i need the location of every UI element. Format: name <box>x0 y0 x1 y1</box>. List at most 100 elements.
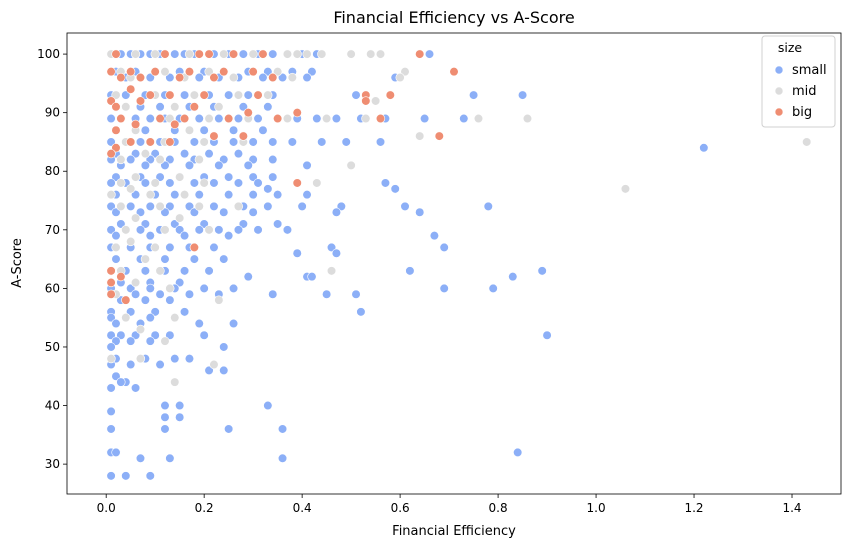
data-point-mid <box>116 201 126 211</box>
data-point-small <box>204 266 214 276</box>
data-point-small <box>106 383 116 393</box>
data-point-small <box>111 371 121 381</box>
data-point-small <box>194 190 204 200</box>
data-point-small <box>160 400 170 411</box>
data-point-big <box>106 96 116 106</box>
data-point-mid <box>130 49 141 59</box>
data-point-small <box>439 283 449 293</box>
data-point-small <box>130 149 141 159</box>
data-point-small <box>483 201 493 211</box>
data-point-small <box>135 207 146 217</box>
data-point-mid <box>130 172 141 182</box>
data-point-mid <box>155 266 165 276</box>
data-point-mid <box>199 178 209 188</box>
data-point-small <box>160 207 170 217</box>
data-point-big <box>145 90 155 100</box>
data-point-big <box>175 72 185 83</box>
data-point-mid <box>219 49 229 59</box>
data-point-small <box>424 49 435 59</box>
data-point-big <box>449 67 459 77</box>
data-point-big <box>126 84 136 94</box>
data-point-small <box>390 184 400 194</box>
data-point-small <box>121 90 131 100</box>
data-point-small <box>508 272 518 282</box>
data-point-big <box>204 49 214 59</box>
data-point-small <box>258 72 268 83</box>
data-point-small <box>116 377 126 387</box>
data-point-small <box>248 190 258 200</box>
data-point-small <box>214 225 224 235</box>
data-point-big <box>165 90 175 100</box>
data-point-small <box>175 277 185 288</box>
data-point-small <box>160 412 170 422</box>
data-point-small <box>194 225 204 235</box>
data-point-big <box>189 102 199 112</box>
data-point-small <box>145 113 155 124</box>
y-tick-label: 80 <box>45 164 60 178</box>
data-point-small <box>263 67 273 77</box>
data-point-mid <box>175 213 185 223</box>
data-point-small <box>468 90 479 100</box>
data-point-big <box>209 72 219 83</box>
x-tick-label: 1.4 <box>782 501 801 515</box>
data-point-small <box>307 272 317 282</box>
plot-frame <box>66 32 842 495</box>
data-point-mid <box>371 96 381 106</box>
x-tick-label: 0.6 <box>391 501 410 515</box>
data-point-mid <box>415 131 425 141</box>
data-point-mid <box>189 90 199 100</box>
data-point-small <box>155 172 165 182</box>
points-layer <box>106 49 812 481</box>
data-point-small <box>326 242 337 252</box>
data-point-small <box>263 102 273 112</box>
data-point-small <box>145 231 155 241</box>
data-point-small <box>219 154 229 165</box>
data-point-mid <box>155 201 165 211</box>
y-tick-label: 30 <box>45 457 60 471</box>
data-point-small <box>106 406 116 417</box>
data-point-big <box>160 49 170 59</box>
data-point-big <box>243 108 253 118</box>
data-point-big <box>106 149 116 159</box>
data-point-small <box>214 113 224 124</box>
data-point-big <box>116 72 126 83</box>
data-point-mid <box>145 190 155 200</box>
data-point-small <box>199 125 209 135</box>
data-point-small <box>189 137 199 147</box>
y-axis: 30 40 50 60 70 80 90 100 <box>37 47 67 471</box>
data-point-mid <box>209 359 219 370</box>
data-point-small <box>513 447 523 458</box>
data-point-big <box>361 96 371 106</box>
data-point-mid <box>204 67 214 77</box>
data-point-small <box>111 254 121 264</box>
data-point-small <box>219 342 229 352</box>
data-point-small <box>253 178 263 188</box>
data-point-small <box>145 201 155 211</box>
data-point-mid <box>802 137 812 147</box>
data-point-mid <box>326 266 337 276</box>
data-point-big <box>106 266 116 276</box>
data-point-mid <box>179 190 190 200</box>
data-point-small <box>140 125 150 135</box>
data-point-small <box>189 178 199 188</box>
data-point-small <box>140 160 150 170</box>
data-point-small <box>170 354 180 364</box>
legend-box <box>761 35 836 128</box>
data-point-mid <box>170 102 180 112</box>
data-point-small <box>248 154 258 165</box>
data-point-mid <box>233 90 244 100</box>
data-point-mid <box>194 154 204 165</box>
data-point-small <box>268 154 278 165</box>
data-point-small <box>224 231 234 241</box>
data-point-small <box>145 72 155 83</box>
data-point-small <box>140 295 150 305</box>
data-point-mid <box>140 149 150 159</box>
data-point-small <box>165 72 175 83</box>
data-point-small <box>170 190 180 200</box>
data-point-small <box>415 207 425 217</box>
series-big <box>106 49 459 305</box>
data-point-small <box>184 354 195 364</box>
data-point-small <box>287 137 297 147</box>
data-point-small <box>405 266 415 276</box>
data-point-big <box>199 90 209 100</box>
